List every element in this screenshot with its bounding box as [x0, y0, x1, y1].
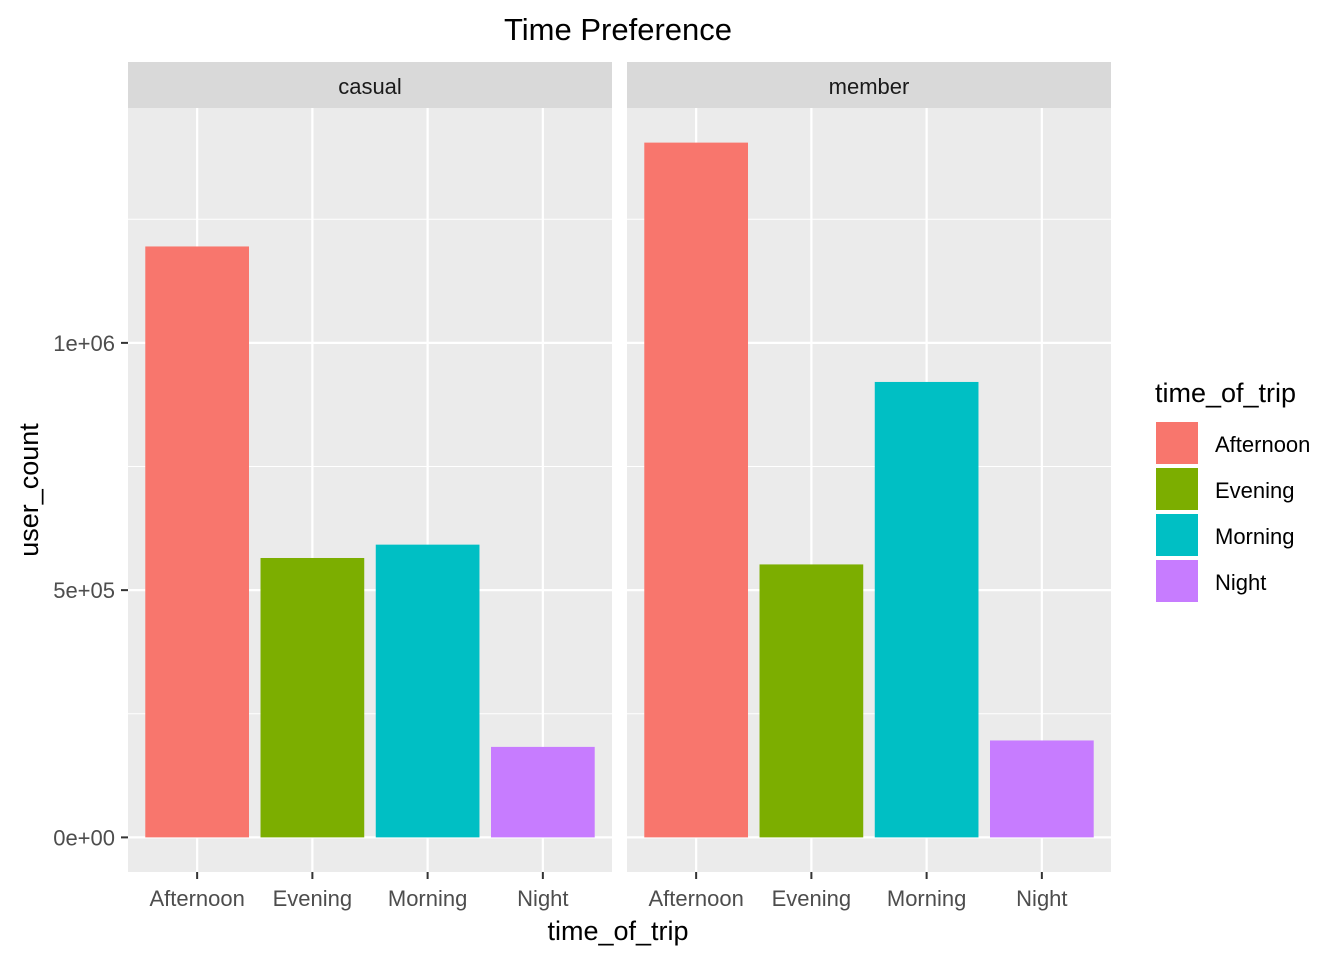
- x-tick-label-evening: Evening: [273, 886, 353, 911]
- legend-label-morning: Morning: [1215, 524, 1294, 549]
- legend-key-morning: [1156, 514, 1198, 556]
- bar-casual-evening: [260, 557, 365, 838]
- bar-member-night: [990, 740, 1094, 838]
- bar-casual-morning: [375, 544, 480, 838]
- y-tick-label: 1e+06: [53, 331, 115, 356]
- y-axis: 0e+00 5e+05 1e+06: [53, 331, 128, 850]
- facet-label-member: member: [829, 74, 910, 99]
- x-tick-label-afternoon: Afternoon: [149, 886, 244, 911]
- x-tick-label-afternoon: Afternoon: [648, 886, 743, 911]
- facet-panels: casual member: [128, 62, 1111, 872]
- legend-title: time_of_trip: [1155, 378, 1296, 408]
- legend-label-evening: Evening: [1215, 478, 1295, 503]
- x-tick-label-morning: Morning: [388, 886, 467, 911]
- legend: time_of_trip Afternoon Evening Morning Nigh…: [1155, 378, 1310, 602]
- x-tick-label-morning: Morning: [887, 886, 966, 911]
- facet-strip-casual: [128, 62, 612, 108]
- y-axis-title: user_count: [14, 423, 44, 557]
- y-tick-label: 0e+00: [53, 825, 115, 850]
- legend-label-night: Night: [1215, 570, 1266, 595]
- facet-strip-member: [627, 62, 1111, 108]
- y-tick-label: 5e+05: [53, 578, 115, 603]
- x-tick-label-evening: Evening: [772, 886, 852, 911]
- legend-label-afternoon: Afternoon: [1215, 432, 1310, 457]
- chart-title: Time Preference: [504, 12, 732, 47]
- bar-member-morning: [874, 381, 979, 838]
- x-tick-label-night: Night: [1016, 886, 1067, 911]
- legend-key-afternoon: [1156, 422, 1198, 464]
- bar-casual-afternoon: [145, 246, 249, 838]
- x-axis: Afternoon Evening Morning Night Afternoon Eve…: [149, 872, 1068, 911]
- facet-label-casual: casual: [338, 74, 402, 99]
- bar-casual-night: [491, 746, 595, 838]
- legend-key-night: [1156, 560, 1198, 602]
- x-axis-title: time_of_trip: [547, 916, 688, 946]
- bar-member-afternoon: [644, 142, 748, 838]
- bar-member-evening: [759, 564, 864, 838]
- x-tick-label-night: Night: [517, 886, 568, 911]
- legend-key-evening: [1156, 468, 1198, 510]
